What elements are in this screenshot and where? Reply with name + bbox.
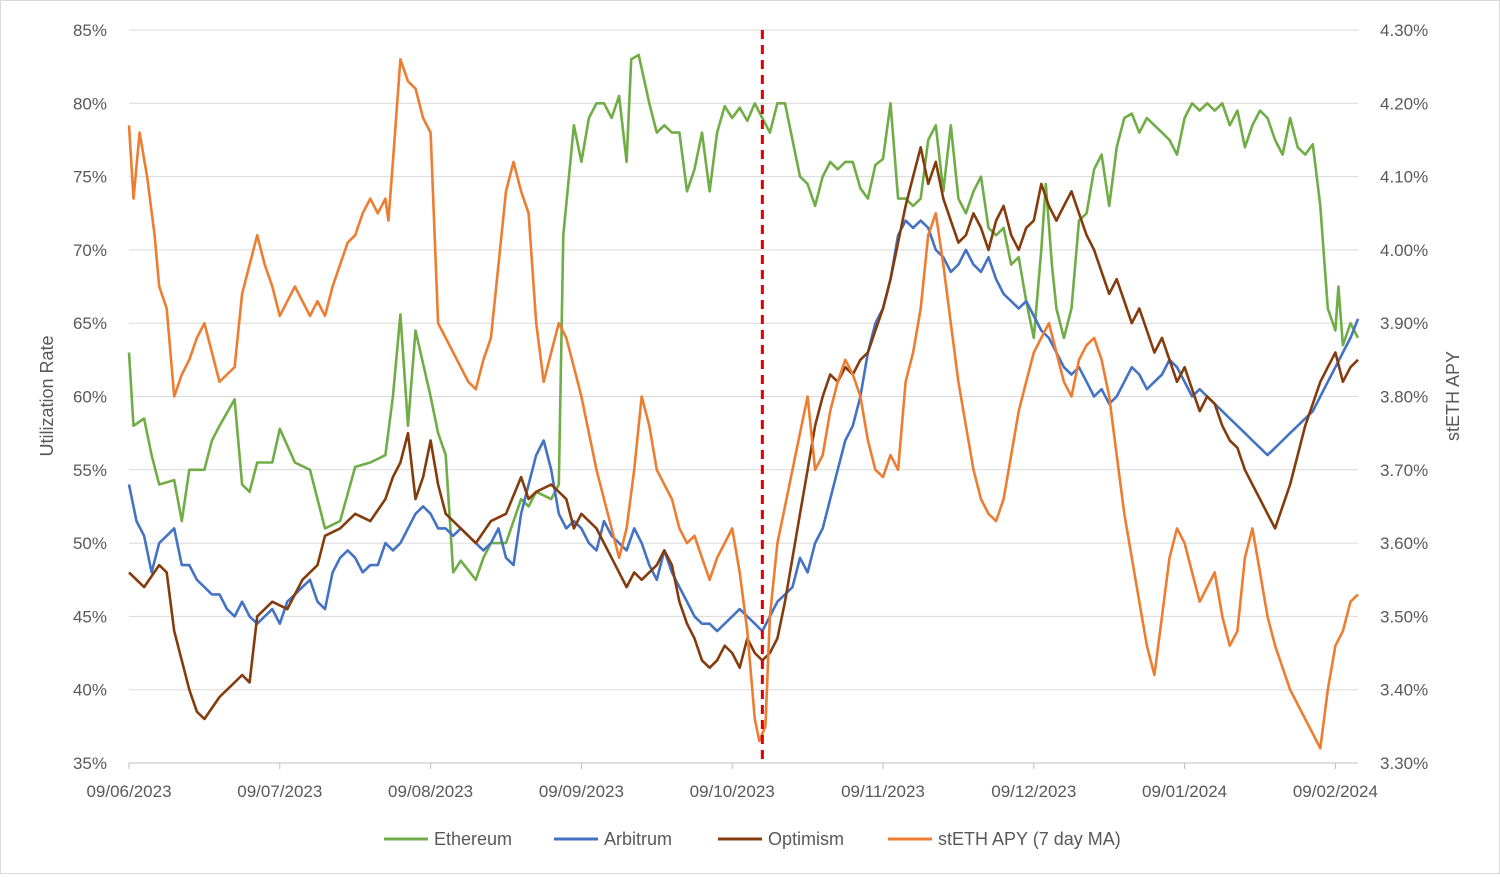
- legend: Ethereum Arbitrum Optimism stETH APY (7 day…: [384, 829, 1121, 849]
- y-right-tick-label: 4.10%: [1380, 168, 1428, 187]
- y-left-tick-label: 80%: [73, 94, 107, 113]
- y-left-tick-label: 70%: [73, 241, 107, 260]
- y-right-tick-label: 4.20%: [1380, 94, 1428, 113]
- x-axis: 09/06/2023 09/07/2023 09/08/2023 09/09/2023…: [86, 762, 1378, 801]
- x-tick-label: 09/06/2023: [86, 782, 171, 801]
- x-tick-label: 09/10/2023: [690, 782, 775, 801]
- y-right-tick-label: 3.80%: [1380, 388, 1428, 407]
- series-line-steth: [127, 57, 1359, 750]
- y-left-tick-label: 45%: [73, 607, 107, 626]
- y-left-tick-label: 60%: [73, 388, 107, 407]
- y-axis-right-title: stETH APY: [1443, 351, 1463, 441]
- y-right-tick-label: 3.60%: [1380, 534, 1428, 553]
- y-right-tick-label: 3.50%: [1380, 607, 1428, 626]
- y-left-tick-label: 35%: [73, 754, 107, 773]
- series-line-ethereum: [127, 53, 1360, 582]
- legend-label: stETH APY (7 day MA): [938, 829, 1121, 849]
- series-line-arbitrum: [127, 219, 1360, 633]
- legend-label: Optimism: [768, 829, 844, 849]
- y-left-tick-label: 50%: [73, 534, 107, 553]
- y-axis-left: 35% 40% 45% 50% 55% 60% 65% 70% 75% 80% 85%: [73, 21, 107, 773]
- x-tick-label: 09/08/2023: [388, 782, 473, 801]
- x-tick-label: 09/02/2024: [1293, 782, 1378, 801]
- gridlines: [129, 29, 1358, 764]
- y-left-tick-label: 40%: [73, 681, 107, 700]
- y-axis-left-title: Utilization Rate: [37, 335, 57, 456]
- y-left-tick-label: 65%: [73, 314, 107, 333]
- y-left-tick-label: 75%: [73, 168, 107, 187]
- y-left-tick-label: 55%: [73, 461, 107, 480]
- y-right-tick-label: 4.30%: [1380, 21, 1428, 40]
- legend-label: Arbitrum: [604, 829, 672, 849]
- y-right-tick-label: 3.70%: [1380, 461, 1428, 480]
- series-line-optimism: [128, 146, 1359, 721]
- x-tick-label: 09/07/2023: [237, 782, 322, 801]
- x-tick-label: 09/01/2024: [1142, 782, 1227, 801]
- y-axis-right: 3.30% 3.40% 3.50% 3.60% 3.70% 3.80% 3.90% 4.00%…: [1380, 21, 1428, 773]
- y-left-tick-label: 85%: [73, 21, 107, 40]
- x-tick-label: 09/12/2023: [991, 782, 1076, 801]
- y-right-tick-label: 3.40%: [1380, 681, 1428, 700]
- y-right-tick-label: 3.30%: [1380, 754, 1428, 773]
- y-right-tick-label: 4.00%: [1380, 241, 1428, 260]
- series-lines: [127, 53, 1360, 750]
- legend-label: Ethereum: [434, 829, 512, 849]
- x-tick-label: 09/09/2023: [539, 782, 624, 801]
- y-right-tick-label: 3.90%: [1380, 314, 1428, 333]
- x-tick-label: 09/11/2023: [841, 782, 925, 801]
